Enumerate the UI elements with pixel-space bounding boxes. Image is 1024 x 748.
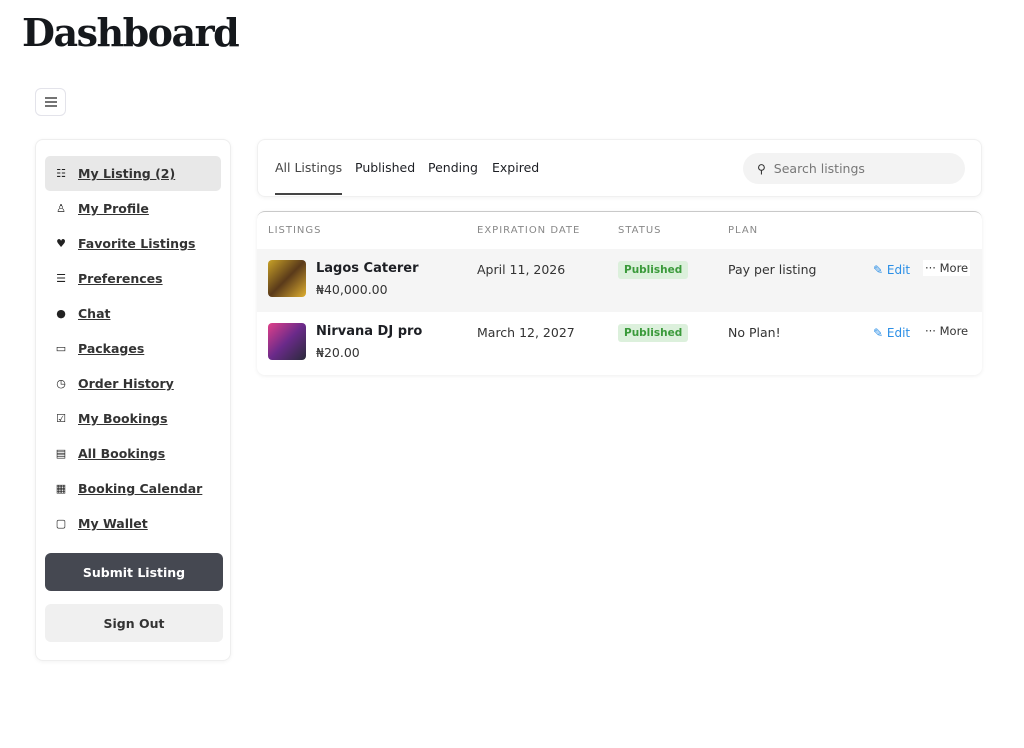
sidebar-item-label: Booking Calendar <box>78 481 203 496</box>
submit-listing-button[interactable]: Submit Listing <box>45 553 223 591</box>
list-icon: ☷ <box>56 167 66 180</box>
tab-expired[interactable]: Expired <box>492 160 540 175</box>
sidebar-item-label: Chat <box>78 306 111 321</box>
wallet-icon: ▢ <box>55 517 67 530</box>
ellipsis-icon: ··· <box>925 261 936 275</box>
more-label: More <box>939 324 969 338</box>
table-row: Nirvana DJ pro ₦20.00 March 12, 2027 Pub… <box>257 312 982 375</box>
listings-table: LISTINGS EXPIRATION DATE STATUS PLAN Lag… <box>257 211 982 375</box>
money-icon: ▭ <box>55 342 67 355</box>
search-input[interactable]: ⚲ Search listings <box>743 153 965 184</box>
plan: No Plan! <box>728 325 781 340</box>
column-header-status: STATUS <box>618 225 662 236</box>
sidebar-item-label: Preferences <box>78 271 163 286</box>
ellipsis-icon: ··· <box>925 324 936 338</box>
sidebar-item-order-history[interactable]: ◷ Order History <box>45 366 221 401</box>
plan: Pay per listing <box>728 262 817 277</box>
sidebar-item-chat[interactable]: ● Chat <box>45 296 221 331</box>
column-header-plan: PLAN <box>728 225 759 236</box>
expiration-date: April 11, 2026 <box>477 262 566 277</box>
sidebar-item-my-bookings[interactable]: ☑ My Bookings <box>45 401 221 436</box>
sidebar-item-label: My Wallet <box>78 516 148 531</box>
status-badge: Published <box>618 324 689 342</box>
expiration-date: March 12, 2027 <box>477 325 575 340</box>
sidebar-item-label: Packages <box>78 341 145 356</box>
sidebar: ☷ My Listing (2) ♙ My Profile ♥ Favorite List… <box>35 139 231 661</box>
search-icon: ⚲ <box>757 161 766 176</box>
listing-thumbnail[interactable] <box>268 323 306 360</box>
sidebar-item-booking-calendar[interactable]: ▦ Booking Calendar <box>45 471 221 506</box>
sidebar-item-my-wallet[interactable]: ▢ My Wallet <box>45 506 221 541</box>
sidebar-item-label: My Bookings <box>78 411 168 426</box>
edit-label: Edit <box>886 326 911 340</box>
sidebar-item-preferences[interactable]: ☰ Preferences <box>45 261 221 296</box>
tab-published[interactable]: Published <box>355 160 416 175</box>
status-badge: Published <box>618 261 689 279</box>
edit-button[interactable]: ✎ Edit <box>873 326 910 340</box>
edit-label: Edit <box>886 263 911 277</box>
sidebar-item-my-profile[interactable]: ♙ My Profile <box>45 191 221 226</box>
edit-icon: ✎ <box>873 263 884 277</box>
calendar-check-icon: ☑ <box>56 412 66 425</box>
hamburger-icon <box>44 97 57 107</box>
listing-price: ₦20.00 <box>316 345 360 360</box>
chat-bubble-icon: ● <box>56 307 66 320</box>
sidebar-item-label: All Bookings <box>78 446 166 461</box>
listing-name[interactable]: Nirvana DJ pro <box>316 324 423 339</box>
search-placeholder: Search listings <box>773 161 865 176</box>
sidebar-item-my-listing[interactable]: ☷ My Listing (2) <box>45 156 221 191</box>
more-button[interactable]: ··· More <box>923 323 971 339</box>
menu-toggle-button[interactable] <box>35 88 66 116</box>
tab-pending[interactable]: Pending <box>428 160 478 175</box>
sign-out-button[interactable]: Sign Out <box>45 604 223 642</box>
listing-price: ₦40,000.00 <box>316 282 388 297</box>
page-title: Dashboard <box>22 10 240 55</box>
user-icon: ♙ <box>56 202 66 215</box>
calendar-icon: ▦ <box>55 482 67 495</box>
sidebar-item-packages[interactable]: ▭ Packages <box>45 331 221 366</box>
tab-all-listings[interactable]: All Listings <box>275 160 343 195</box>
sidebar-item-label: Favorite Listings <box>78 236 196 251</box>
tabs-bar: All Listings Published Pending Expired ⚲… <box>257 139 982 197</box>
listing-thumbnail[interactable] <box>268 260 306 297</box>
sidebar-item-label: My Listing (2) <box>78 166 176 181</box>
more-button[interactable]: ··· More <box>923 260 971 276</box>
edit-icon: ✎ <box>873 326 884 340</box>
listing-name[interactable]: Lagos Caterer <box>316 261 419 276</box>
heart-icon: ♥ <box>56 237 66 250</box>
column-header-listings: LISTINGS <box>268 225 322 236</box>
sidebar-item-all-bookings[interactable]: ▤ All Bookings <box>45 436 221 471</box>
more-label: More <box>939 261 969 275</box>
sidebar-item-favorite-listings[interactable]: ♥ Favorite Listings <box>45 226 221 261</box>
column-header-expiration: EXPIRATION DATE <box>477 225 581 236</box>
clock-icon: ◷ <box>56 377 66 390</box>
clipboard-icon: ▤ <box>55 447 67 460</box>
edit-button[interactable]: ✎ Edit <box>873 263 910 277</box>
sidebar-item-label: Order History <box>78 376 174 391</box>
sliders-icon: ☰ <box>56 272 66 285</box>
table-row: Lagos Caterer ₦40,000.00 April 11, 2026 … <box>257 249 982 312</box>
sidebar-item-label: My Profile <box>78 201 149 216</box>
